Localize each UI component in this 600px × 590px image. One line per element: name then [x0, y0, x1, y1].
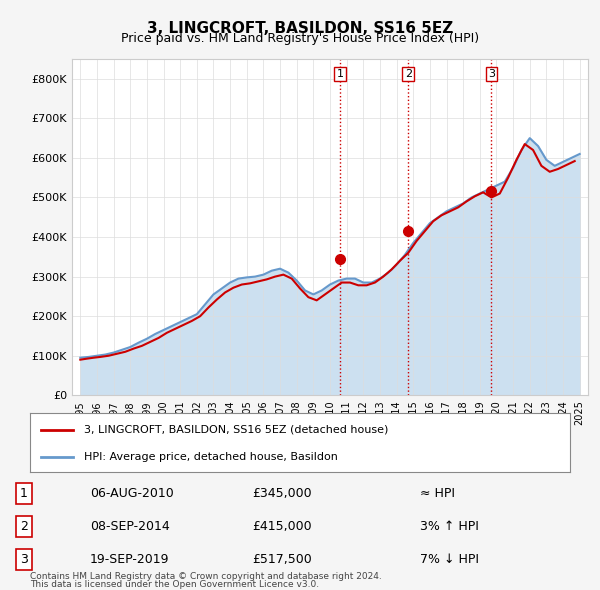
Text: 3: 3: [488, 69, 495, 79]
Text: Contains HM Land Registry data © Crown copyright and database right 2024.: Contains HM Land Registry data © Crown c…: [30, 572, 382, 581]
Text: 1: 1: [20, 487, 28, 500]
Text: HPI: Average price, detached house, Basildon: HPI: Average price, detached house, Basi…: [84, 453, 338, 462]
Text: £345,000: £345,000: [252, 487, 311, 500]
Text: 7% ↓ HPI: 7% ↓ HPI: [420, 553, 479, 566]
Text: 3: 3: [20, 553, 28, 566]
Text: Price paid vs. HM Land Registry's House Price Index (HPI): Price paid vs. HM Land Registry's House …: [121, 32, 479, 45]
Text: 2: 2: [20, 520, 28, 533]
Text: 3, LINGCROFT, BASILDON, SS16 5EZ (detached house): 3, LINGCROFT, BASILDON, SS16 5EZ (detach…: [84, 425, 388, 434]
Text: 3, LINGCROFT, BASILDON, SS16 5EZ: 3, LINGCROFT, BASILDON, SS16 5EZ: [147, 21, 453, 35]
Text: This data is licensed under the Open Government Licence v3.0.: This data is licensed under the Open Gov…: [30, 580, 319, 589]
Text: 1: 1: [337, 69, 343, 79]
Text: 3% ↑ HPI: 3% ↑ HPI: [420, 520, 479, 533]
Text: £517,500: £517,500: [252, 553, 312, 566]
Text: 19-SEP-2019: 19-SEP-2019: [90, 553, 170, 566]
Text: 06-AUG-2010: 06-AUG-2010: [90, 487, 174, 500]
Text: 2: 2: [404, 69, 412, 79]
Text: ≈ HPI: ≈ HPI: [420, 487, 455, 500]
Text: 08-SEP-2014: 08-SEP-2014: [90, 520, 170, 533]
Text: £415,000: £415,000: [252, 520, 311, 533]
